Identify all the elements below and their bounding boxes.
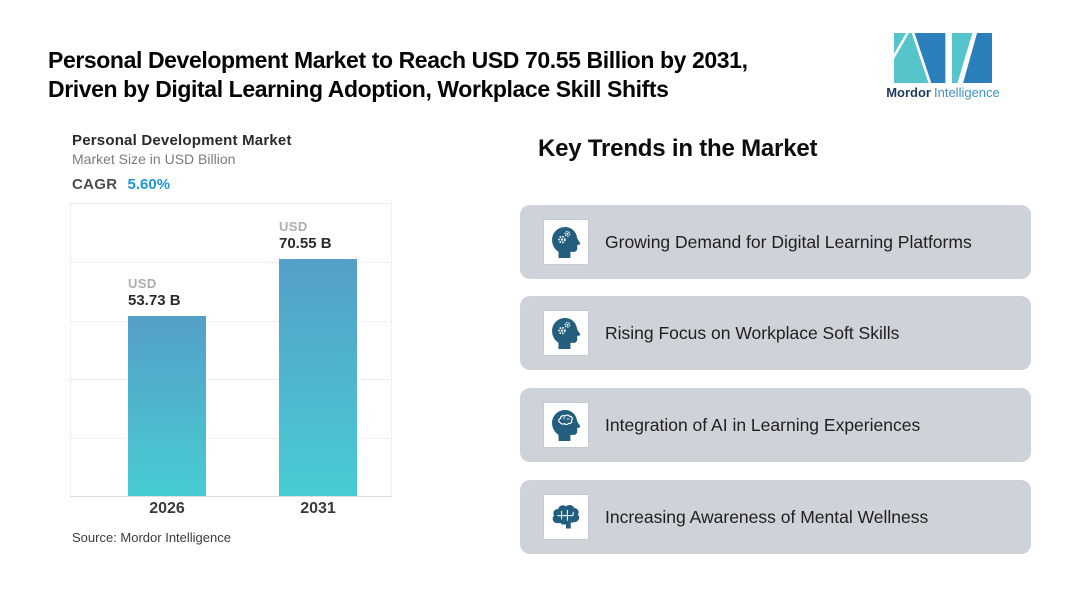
page-title-line2: Driven by Digital Learning Adoption, Wor…	[48, 76, 669, 103]
gridline	[71, 379, 391, 381]
trend-label: Integration of AI in Learning Experience…	[605, 415, 921, 435]
trends-heading: Key Trends in the Market	[538, 135, 818, 162]
chart-subtitle: Market Size in USD Billion	[72, 151, 236, 167]
chart-source: Source: Mordor Intelligence	[72, 530, 231, 545]
head-gears-icon	[544, 220, 588, 264]
bar-amount-label: 70.55 B	[279, 235, 332, 252]
trend-card-mental-wellness: Increasing Awareness of Mental Wellness	[520, 480, 1031, 554]
trend-card-ai-learning: Integration of AI in Learning Experience…	[520, 388, 1031, 462]
page-title: Personal Development Market to Reach USD…	[48, 46, 878, 104]
bar-value-label: USD 53.73 B	[128, 276, 218, 309]
head-brain-icon	[544, 403, 588, 447]
gridline	[71, 437, 391, 439]
gridline	[71, 262, 391, 264]
head-gears-icon	[544, 311, 588, 355]
cagr-row: CAGR 5.60%	[72, 176, 170, 193]
bar-currency-label: USD	[128, 276, 157, 291]
bar-2031	[279, 259, 357, 496]
bar-currency-label: USD	[279, 219, 308, 234]
bar-value-label: USD 70.55 B	[279, 219, 369, 252]
logo-word-mordor: Mordor	[886, 85, 931, 100]
bar-2026	[128, 316, 206, 496]
logo-wordmark: Mordor Intelligence	[884, 85, 1002, 100]
gridline	[71, 320, 391, 322]
chart-title: Personal Development Market	[72, 132, 292, 149]
trend-label: Increasing Awareness of Mental Wellness	[605, 507, 929, 527]
x-axis-label-2031: 2031	[300, 500, 336, 517]
bar-chart-plot: USD 53.73 B 2026 USD 70.55 B 2031	[70, 203, 392, 517]
mordor-logo-icon	[894, 33, 992, 83]
brain-icon	[544, 495, 588, 539]
mordor-intelligence-logo: Mordor Intelligence	[884, 33, 1002, 100]
trend-label: Growing Demand for Digital Learning Plat…	[605, 232, 972, 252]
bar-amount-label: 53.73 B	[128, 292, 181, 309]
trend-label: Rising Focus on Workplace Soft Skills	[605, 323, 900, 343]
page-title-line1: Personal Development Market to Reach USD…	[48, 47, 748, 74]
x-axis-label-2026: 2026	[149, 500, 185, 517]
cagr-value: 5.60%	[127, 176, 171, 193]
trend-card-soft-skills: Rising Focus on Workplace Soft Skills	[520, 296, 1031, 370]
logo-word-intelligence: Intelligence	[934, 85, 1000, 100]
trend-card-digital-learning: Growing Demand for Digital Learning Plat…	[520, 205, 1031, 279]
cagr-label: CAGR	[72, 176, 118, 193]
